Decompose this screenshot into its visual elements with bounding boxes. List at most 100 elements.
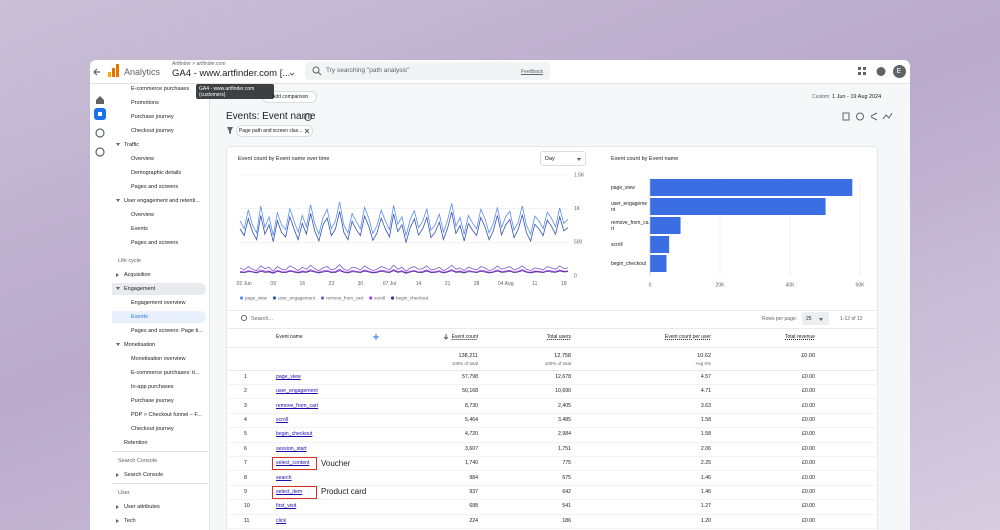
nav-item[interactable]: Monetisation <box>124 341 156 348</box>
nav-item[interactable]: Life cycle <box>118 257 141 264</box>
event-name[interactable]: click <box>276 517 287 524</box>
column-header[interactable]: Event count <box>451 334 478 340</box>
nav-item[interactable]: Search Console <box>124 471 164 478</box>
chart-title: Event count by Event name <box>611 155 679 162</box>
event-name[interactable]: select_item <box>276 489 303 496</box>
nav-item[interactable]: PDP > Checkout funnel – F... <box>131 411 202 418</box>
help-icon[interactable] <box>876 67 886 76</box>
close-icon[interactable] <box>304 128 310 134</box>
nav-item[interactable]: Pages and screens: Page ti... <box>131 327 203 334</box>
column-header[interactable]: Total revenue <box>784 334 815 340</box>
nav-item[interactable]: User <box>118 489 130 496</box>
row-index: 6 <box>244 445 247 452</box>
comparison-label[interactable]: Add comparison <box>272 94 309 100</box>
column-header[interactable]: Event count per user <box>664 334 711 340</box>
nav-item[interactable]: Purchase journey <box>131 397 174 404</box>
nav-item[interactable]: Purchase journey <box>131 113 174 120</box>
nav-caret <box>116 473 119 477</box>
nav-item[interactable]: Promotions <box>131 99 159 106</box>
cell-value: 2.25 <box>700 460 711 467</box>
explore-icon[interactable] <box>95 128 105 138</box>
annotation-label: Product card <box>321 487 367 497</box>
nav-item[interactable]: Search Console <box>118 457 158 464</box>
nav-item[interactable]: Events <box>131 225 148 232</box>
nav-item[interactable]: Events <box>131 313 148 320</box>
dropdown-caret[interactable] <box>289 72 295 76</box>
total-note: 100% of total <box>451 361 478 367</box>
line-series <box>239 201 569 236</box>
event-name[interactable]: remove_from_cart <box>276 402 319 409</box>
row-index: 1 <box>244 373 247 380</box>
logo-bar <box>108 72 111 77</box>
bar-label: remove_from_cart <box>611 219 649 232</box>
plus-icon[interactable] <box>373 334 379 340</box>
nav-item[interactable]: Overview <box>131 155 154 162</box>
nav-item[interactable]: Engagement overview <box>131 299 186 306</box>
back-arrow[interactable] <box>93 68 100 76</box>
nav-item[interactable]: Monetisation overview <box>131 355 186 362</box>
nav-item[interactable]: Retention <box>124 439 148 446</box>
nav-divider <box>112 451 208 452</box>
home-icon[interactable] <box>96 96 104 104</box>
rows-dropdown[interactable] <box>802 312 829 325</box>
tooltip-text: (customers) <box>199 91 226 98</box>
title-status-icon[interactable] <box>304 113 312 121</box>
annotation-box <box>272 485 317 499</box>
rows-per-page[interactable]: 25 <box>806 316 812 322</box>
day-dropdown[interactable] <box>540 151 586 166</box>
nav-item[interactable]: Engagement <box>124 285 156 292</box>
column-header[interactable]: Total users <box>546 334 571 340</box>
sidebar-border <box>209 84 210 530</box>
nav-item[interactable]: Checkout journey <box>131 127 174 134</box>
cell-value: 2,984 <box>558 431 571 438</box>
nav-item[interactable]: Pages and screens <box>131 239 179 246</box>
nav-item[interactable]: In-app purchases <box>131 383 174 390</box>
nav-item[interactable]: E-commerce purchases <box>131 85 190 92</box>
nav-item[interactable]: User attributes <box>124 503 160 510</box>
apps-icon[interactable] <box>858 67 866 75</box>
filter-chip[interactable] <box>236 125 313 137</box>
y-tick-label: 0 <box>574 273 577 279</box>
x-tick-label: 40K <box>786 282 796 288</box>
table-search[interactable]: Search... <box>251 315 274 322</box>
x-tick-label: 11 <box>532 281 538 287</box>
advertising-icon[interactable] <box>95 147 105 157</box>
avatar-circle[interactable] <box>893 65 906 78</box>
property-name[interactable]: GA4 - www.artfinder.com [... <box>172 68 291 80</box>
row-index: 9 <box>244 489 247 496</box>
nav-item[interactable]: E-commerce purchases: it... <box>131 369 200 376</box>
legend-swatch <box>320 296 325 300</box>
column-header[interactable]: Event name <box>276 334 303 340</box>
event-name[interactable]: search <box>276 474 292 481</box>
event-name[interactable]: begin_checkout <box>276 431 313 438</box>
nav-item[interactable]: Demographic details <box>131 169 182 176</box>
feedback-link[interactable]: Feedback <box>521 69 543 75</box>
x-tick-label: 30 <box>357 281 364 287</box>
nav-item[interactable]: User engagement and retenti... <box>124 197 200 204</box>
cell-value: 1.46 <box>700 489 711 496</box>
table-divider <box>226 328 878 329</box>
nav-item[interactable]: Checkout journey <box>131 425 174 432</box>
cell-value: 224 <box>469 517 478 524</box>
nav-item[interactable]: Pages and screens <box>131 183 179 190</box>
event-name[interactable]: page_view <box>276 373 301 380</box>
nav-item[interactable]: Acquisition <box>124 271 151 278</box>
event-name[interactable]: scroll <box>276 417 289 424</box>
search-box[interactable] <box>305 62 550 80</box>
toolbar-icons[interactable] <box>842 112 893 121</box>
nav-item[interactable]: Overview <box>131 211 154 218</box>
cell-value: 2.06 <box>700 445 711 452</box>
date-range[interactable]: 1 Jun - 19 Aug 2024 <box>832 93 882 100</box>
cell-value: 4,720 <box>465 431 478 438</box>
cell-value: 1.58 <box>700 417 711 424</box>
nav-item[interactable]: Traffic <box>124 141 139 148</box>
legend-label: scroll <box>374 296 385 301</box>
event-name[interactable]: session_start <box>276 445 307 452</box>
cell-value: 937 <box>469 489 478 496</box>
event-name[interactable]: select_content <box>276 460 310 467</box>
event-name[interactable]: first_visit <box>276 503 297 510</box>
event-name[interactable]: user_engagement <box>276 388 318 395</box>
sort-arrow[interactable] <box>443 334 449 340</box>
period-dropdown[interactable]: Day <box>545 155 555 162</box>
nav-item[interactable]: Tech <box>124 517 136 524</box>
